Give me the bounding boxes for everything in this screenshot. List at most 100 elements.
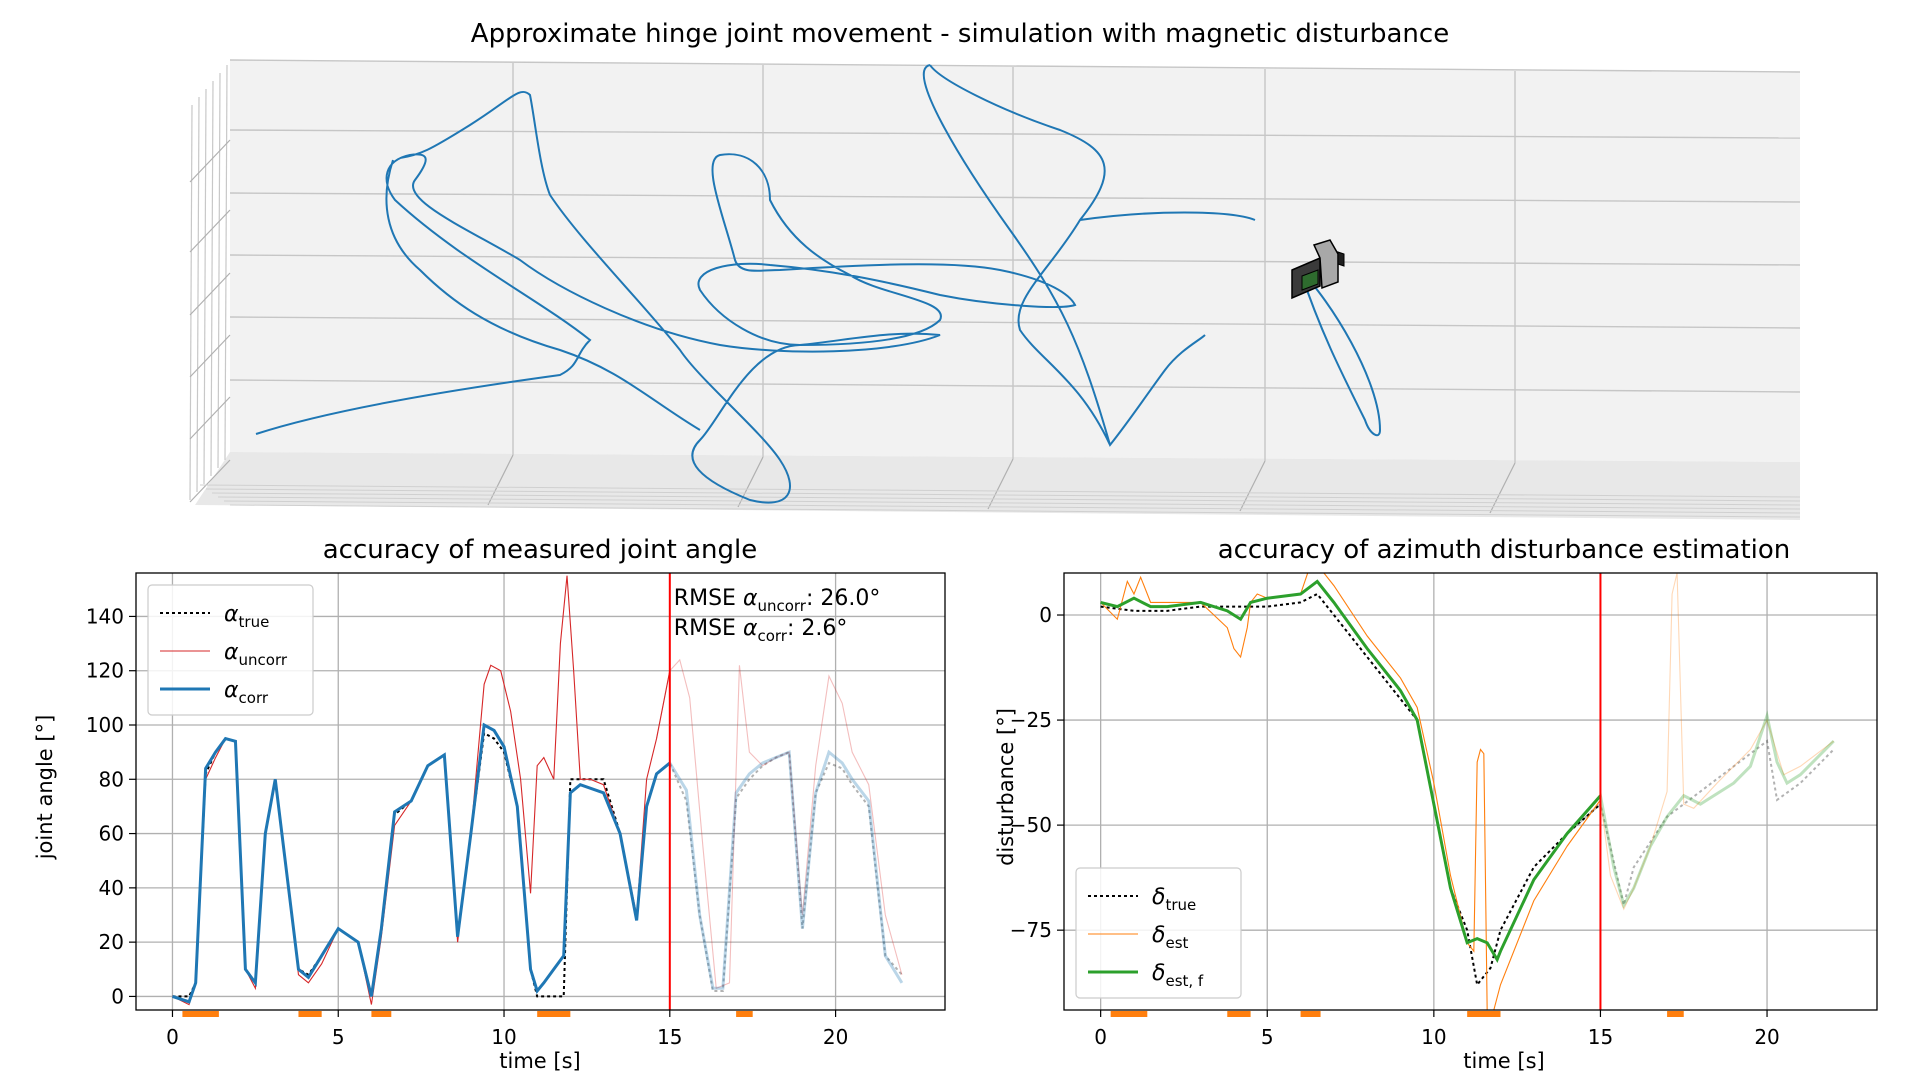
legend-label-true: δtrue	[1152, 885, 1196, 914]
y-tick-label: −75	[1010, 918, 1052, 942]
3d-grid-floor-rib	[987, 458, 1014, 510]
legend-label-uncorr: αuncorr	[224, 640, 288, 669]
joint-angle-title: accuracy of measured joint angle	[323, 535, 757, 565]
legend-label-true: αtrue	[224, 602, 269, 631]
3d-grid-horizontal	[229, 254, 1801, 266]
legend-label-est_f: δest, f	[1152, 961, 1204, 990]
axes-frame	[1063, 572, 1878, 1011]
x-tick-label: 10	[491, 1025, 516, 1049]
y-tick-label: 100	[86, 713, 124, 737]
rest-interval-bar	[736, 1011, 753, 1017]
3d-grid-horizontal	[229, 129, 1801, 139]
3d-trajectory-pane	[189, 59, 1801, 520]
legend-label-est: δest	[1152, 923, 1189, 952]
3d-left-edge	[217, 72, 221, 469]
x-tick-label: 20	[823, 1025, 848, 1049]
y-tick-label: −25	[1010, 708, 1052, 732]
legend: αtrue αuncorr αcorr	[147, 584, 314, 716]
azimuth-title: accuracy of azimuth disturbance estimati…	[1218, 535, 1791, 565]
y-tick-label: 140	[86, 604, 124, 628]
3d-trajectory-line	[255, 64, 1382, 504]
3d-grid-rib	[189, 459, 231, 503]
legend: δtrue δest δest, f	[1075, 867, 1242, 999]
series-est	[1100, 573, 1601, 1010]
x-tick-label: 0	[166, 1025, 179, 1049]
3d-grid-floor-rib	[737, 456, 764, 508]
series-uncorr-faded	[656, 658, 903, 990]
3d-grid-horizontal	[229, 59, 1801, 73]
3d-grid-rib	[189, 272, 231, 316]
3d-floor-line	[217, 496, 1801, 510]
rest-interval-bar	[537, 1011, 571, 1017]
x-tick-label: 5	[332, 1025, 345, 1049]
3d-grid-rib	[189, 209, 231, 253]
legend-label-corr: αcorr	[224, 678, 269, 707]
3d-left-edge	[189, 104, 193, 501]
3d-back-pane	[230, 60, 1800, 462]
y-tick-label: 60	[99, 822, 124, 846]
rest-interval-bar	[1227, 1011, 1251, 1017]
plot-area	[172, 575, 904, 1006]
rest-interval-bar	[1467, 1011, 1501, 1017]
x-tick-label: 15	[1588, 1025, 1613, 1049]
joint-angle-xlabel: time [s]	[499, 1049, 580, 1073]
rmse-annotation-line1: RMSE αuncorr: 26.0°	[674, 586, 881, 615]
x-tick-label: 0	[1094, 1025, 1107, 1049]
3d-left-edge	[203, 88, 207, 485]
series-true-faded	[1566, 739, 1835, 906]
sensor-panel	[1301, 269, 1319, 291]
series-corr-faded	[655, 749, 904, 990]
legend-box	[147, 584, 314, 716]
3d-floor-line	[199, 484, 1801, 498]
rest-interval-bar	[371, 1011, 392, 1017]
azimuth-xlabel: time [s]	[1463, 1049, 1544, 1073]
y-tick-label: 0	[111, 984, 124, 1008]
y-tick-label: 40	[99, 876, 124, 900]
azimuth-disturbance-chart: 0 5 10 15 20 0 −25 −50 −75 δtrue δest δest, f	[1010, 572, 1878, 1049]
figure-title: Approximate hinge joint movement - simul…	[471, 19, 1449, 49]
series-est_f-faded	[1566, 710, 1835, 909]
y-tick-label: 120	[86, 659, 124, 683]
3d-floor-pane	[195, 452, 1800, 520]
3d-floor-line	[205, 488, 1801, 502]
rmse-annotation-line2: RMSE αcorr: 2.6°	[674, 616, 848, 645]
x-tick-label: 15	[657, 1025, 682, 1049]
sensor-tab	[1337, 251, 1345, 267]
3d-grid-rib	[189, 396, 231, 440]
3d-grid-floor-rib	[487, 454, 514, 506]
3d-grid-floor-rib	[1489, 462, 1516, 514]
legend-box	[1075, 867, 1242, 999]
rest-interval-bar	[1110, 1011, 1148, 1017]
y-tick-label: 80	[99, 767, 124, 791]
x-tick-label: 5	[1261, 1025, 1274, 1049]
series-est-faded	[1566, 573, 1835, 911]
rest-interval-bar	[298, 1011, 322, 1017]
y-tick-label: −50	[1010, 813, 1052, 837]
rest-interval-bar	[1300, 1011, 1321, 1017]
series-corr	[172, 722, 671, 1004]
joint-sensor-model	[1291, 239, 1345, 300]
3d-left-edge	[224, 64, 228, 461]
x-tick-label: 20	[1754, 1025, 1779, 1049]
y-tick-label: 20	[99, 930, 124, 954]
x-tick-label: 10	[1421, 1025, 1446, 1049]
3d-grid-floor-rib	[1239, 460, 1266, 512]
3d-left-edge	[196, 96, 200, 493]
3d-floor-line	[223, 500, 1801, 514]
3d-grid-horizontal	[229, 379, 1801, 393]
3d-grid-rib	[189, 139, 231, 183]
3d-floor-line	[229, 504, 1801, 518]
azimuth-ylabel: disturbance [°]	[994, 708, 1018, 866]
rest-interval-bar	[182, 1011, 219, 1017]
series-est_f	[1100, 579, 1602, 963]
joint-angle-chart: 0 5 10 15 20 0 20 40 60 80 100 120 140 αtrue αuncorr αc…	[86, 572, 946, 1049]
3d-grid-horizontal	[229, 192, 1801, 203]
3d-grid-horizontal	[229, 316, 1801, 329]
axes-frame	[135, 572, 946, 1011]
plot-area	[1100, 573, 1835, 1010]
joint-angle-ylabel: joint angle [°]	[33, 715, 57, 861]
3d-left-edge	[210, 80, 214, 477]
3d-grid-rib	[189, 334, 231, 378]
3d-floor-line	[211, 492, 1801, 506]
